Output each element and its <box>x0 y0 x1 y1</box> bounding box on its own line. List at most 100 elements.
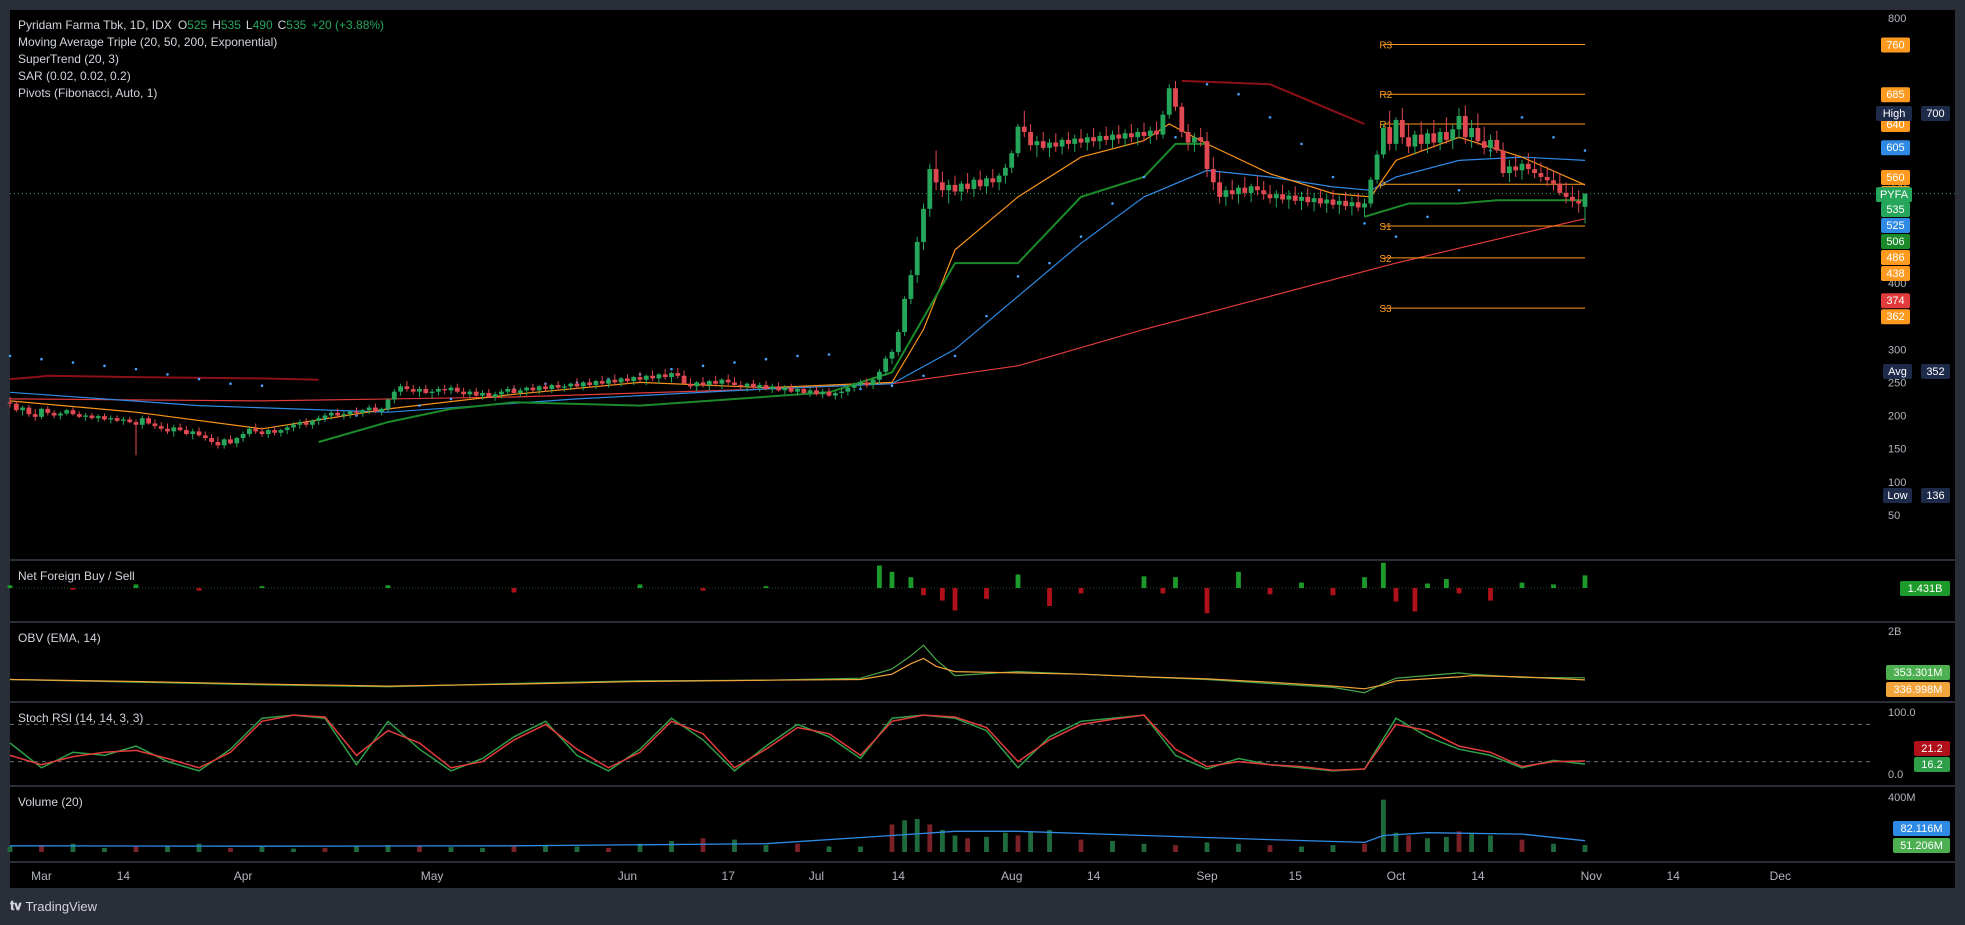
candle-body[interactable] <box>1154 130 1159 135</box>
candle-body[interactable] <box>366 407 372 411</box>
candle-body[interactable] <box>215 442 221 446</box>
volume-bar[interactable] <box>669 840 674 852</box>
candle-body[interactable] <box>1532 169 1537 174</box>
candle-body[interactable] <box>1116 134 1122 139</box>
candle-body[interactable] <box>1223 190 1229 197</box>
candle-body[interactable] <box>732 382 737 386</box>
candle-body[interactable] <box>316 418 322 421</box>
candle-body[interactable] <box>719 379 725 384</box>
candle-body[interactable] <box>637 377 643 380</box>
volume-bar[interactable] <box>732 839 737 852</box>
candle-body[interactable] <box>1028 131 1033 146</box>
candle-body[interactable] <box>184 430 189 435</box>
candle-body[interactable] <box>228 439 233 444</box>
candle-body[interactable] <box>555 385 561 388</box>
volume-bar[interactable] <box>700 838 706 852</box>
candle-body[interactable] <box>278 430 284 433</box>
price-pane[interactable]: 50100150200250300350400550650800850R3R2R… <box>7 0 1955 522</box>
net-foreign-bar[interactable] <box>1173 577 1178 588</box>
volume-bar[interactable] <box>952 835 958 852</box>
candle-body[interactable] <box>1292 195 1298 201</box>
candle-body[interactable] <box>807 390 813 393</box>
candle-body[interactable] <box>291 424 296 428</box>
candle-body[interactable] <box>940 182 945 191</box>
candle-body[interactable] <box>121 419 126 421</box>
volume-bar[interactable] <box>1406 835 1411 852</box>
net-foreign-bar[interactable] <box>921 588 926 596</box>
candle-body[interactable] <box>826 391 832 396</box>
net-foreign-bar[interactable] <box>1425 583 1430 589</box>
candle-body[interactable] <box>1381 127 1386 155</box>
candle-body[interactable] <box>574 383 580 387</box>
candle-body[interactable] <box>473 391 479 396</box>
candle-body[interactable] <box>801 389 807 393</box>
candle-body[interactable] <box>1204 141 1210 170</box>
candle-body[interactable] <box>240 434 246 439</box>
candle-body[interactable] <box>1563 192 1569 197</box>
net-foreign-bar[interactable] <box>1444 579 1449 588</box>
net-foreign-bar[interactable] <box>259 586 265 588</box>
volume-bar[interactable] <box>1078 839 1084 852</box>
candle-body[interactable] <box>1330 199 1336 205</box>
volume-bar[interactable] <box>291 848 296 852</box>
candle-body[interactable] <box>39 408 44 417</box>
candle-body[interactable] <box>946 184 952 191</box>
candle-body[interactable] <box>1519 163 1525 171</box>
volume-bar[interactable] <box>763 845 769 852</box>
candle-body[interactable] <box>1160 114 1166 135</box>
candle-body[interactable] <box>102 416 107 420</box>
candle-body[interactable] <box>1078 138 1084 143</box>
candle-body[interactable] <box>751 383 756 388</box>
candle-body[interactable] <box>1488 139 1493 148</box>
stoch-rsi-pane[interactable]: 100.0 0.0 21.2 16.2 <box>9 707 1950 781</box>
indicator-sar[interactable]: SAR (0.02, 0.02, 0.2) <box>18 69 131 83</box>
candle-body[interactable] <box>870 379 876 386</box>
candle-body[interactable] <box>984 178 989 187</box>
candle-body[interactable] <box>1544 177 1550 181</box>
candle-body[interactable] <box>354 411 359 413</box>
candle-body[interactable] <box>927 169 933 209</box>
candle-body[interactable] <box>202 435 208 439</box>
candle-body[interactable] <box>1412 134 1418 147</box>
candle-body[interactable] <box>744 383 750 387</box>
candle-body[interactable] <box>108 418 114 420</box>
candle-body[interactable] <box>171 427 177 432</box>
candle-body[interactable] <box>1185 131 1191 143</box>
candle-body[interactable] <box>1368 179 1374 204</box>
candle-body[interactable] <box>158 426 164 429</box>
candle-body[interactable] <box>385 399 391 409</box>
candle-body[interactable] <box>177 427 183 431</box>
candle-body[interactable] <box>347 411 353 415</box>
net-foreign-bar[interactable] <box>1381 562 1386 588</box>
candle-body[interactable] <box>1374 154 1380 180</box>
candle-body[interactable] <box>1066 139 1071 144</box>
candle-body[interactable] <box>83 415 88 417</box>
candle-body[interactable] <box>89 415 95 419</box>
candle-body[interactable] <box>700 382 706 386</box>
candle-body[interactable] <box>902 298 907 333</box>
volume-bar[interactable] <box>606 847 611 852</box>
candle-body[interactable] <box>165 428 170 432</box>
candle-body[interactable] <box>788 387 794 392</box>
net-foreign-bar[interactable] <box>700 588 706 591</box>
candle-body[interactable] <box>1456 116 1462 130</box>
volume-bar[interactable] <box>480 847 485 852</box>
symbol-line[interactable]: Pyridam Farma Tbk, 1D, IDX O525 H535 L490 C5… <box>18 18 384 32</box>
volume-bar[interactable] <box>102 847 107 852</box>
candle-body[interactable] <box>1393 120 1399 144</box>
volume-bar[interactable] <box>228 847 233 852</box>
candle-body[interactable] <box>1425 133 1430 144</box>
candle-body[interactable] <box>618 378 624 383</box>
candle-body[interactable] <box>1462 116 1468 138</box>
candle-body[interactable] <box>1324 199 1330 204</box>
candle-body[interactable] <box>965 183 970 189</box>
volume-bar[interactable] <box>984 836 989 852</box>
candle-body[interactable] <box>95 416 101 419</box>
candle-body[interactable] <box>1305 196 1311 203</box>
candle-body[interactable] <box>461 391 466 395</box>
candle-body[interactable] <box>914 241 920 276</box>
net-foreign-bar[interactable] <box>1047 588 1052 606</box>
volume-bar[interactable] <box>1330 845 1336 852</box>
candle-body[interactable] <box>209 438 214 442</box>
